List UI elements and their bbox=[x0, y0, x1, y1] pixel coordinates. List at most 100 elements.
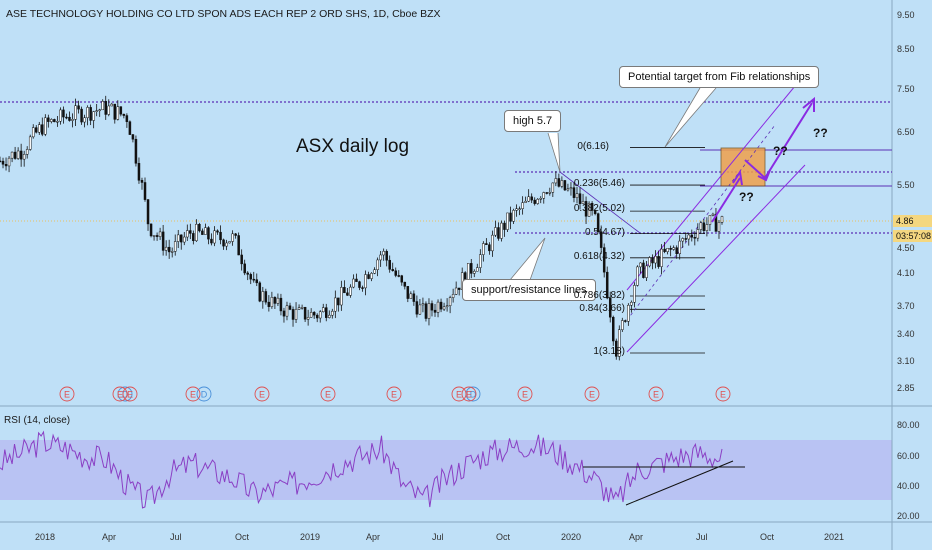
candle-body bbox=[488, 244, 491, 252]
candle-body bbox=[334, 297, 337, 312]
dividend-marker[interactable]: D bbox=[470, 390, 477, 400]
earnings-marker[interactable]: E bbox=[64, 390, 70, 400]
candle-body bbox=[672, 247, 675, 250]
candle-body bbox=[234, 233, 237, 236]
candle-body bbox=[457, 287, 461, 290]
candle-body bbox=[80, 108, 83, 123]
price-tick: 4.10 bbox=[897, 268, 915, 278]
candle-body bbox=[503, 222, 506, 230]
candle-body bbox=[143, 182, 147, 200]
candle-body bbox=[590, 203, 594, 211]
candle-body bbox=[660, 248, 663, 267]
candle-body bbox=[225, 242, 228, 247]
candle-body bbox=[161, 231, 165, 251]
candle-body bbox=[678, 240, 681, 254]
candle-body bbox=[83, 117, 86, 123]
dividend-marker-circle[interactable] bbox=[196, 386, 212, 402]
candle-body bbox=[167, 246, 171, 253]
candle-body bbox=[430, 303, 434, 311]
candle-body bbox=[509, 212, 512, 222]
high-callout[interactable]: high 5.7 bbox=[504, 110, 562, 132]
earnings-marker-circle[interactable] bbox=[584, 386, 600, 402]
earnings-marker-circle[interactable] bbox=[517, 386, 533, 402]
earnings-marker-circle[interactable] bbox=[320, 386, 336, 402]
candle-body bbox=[645, 265, 648, 278]
candle-body bbox=[62, 109, 65, 118]
fib-label-0236: 0.236(5.46) bbox=[573, 178, 625, 189]
earnings-marker[interactable]: E bbox=[325, 390, 331, 400]
candle-body bbox=[669, 247, 672, 250]
time-tick: Oct bbox=[496, 532, 511, 542]
candle-body bbox=[337, 297, 340, 306]
earnings-marker[interactable]: E bbox=[190, 390, 196, 400]
channel-lower bbox=[626, 164, 806, 353]
earnings-marker[interactable]: E bbox=[720, 390, 726, 400]
candle-body bbox=[584, 201, 588, 217]
candle-body bbox=[605, 271, 609, 299]
candle-body bbox=[596, 213, 600, 232]
candle-body bbox=[454, 287, 458, 295]
earnings-marker[interactable]: E bbox=[127, 390, 133, 400]
earnings-marker[interactable]: E bbox=[522, 390, 528, 400]
candle-body bbox=[681, 238, 684, 242]
earnings-marker-circle[interactable] bbox=[461, 386, 477, 402]
candle-body bbox=[189, 230, 192, 234]
candle-body bbox=[195, 223, 198, 242]
earnings-marker-circle[interactable] bbox=[715, 386, 731, 402]
earnings-marker[interactable]: E bbox=[391, 390, 397, 400]
earnings-marker[interactable]: E bbox=[653, 390, 659, 400]
candle-body bbox=[636, 266, 639, 286]
candle-body bbox=[140, 180, 144, 183]
candle-body bbox=[240, 254, 243, 265]
price-tick: 3.70 bbox=[897, 301, 915, 311]
earnings-marker[interactable]: E bbox=[259, 390, 265, 400]
earnings-marker-circle[interactable] bbox=[112, 386, 128, 402]
earnings-marker-circle[interactable] bbox=[254, 386, 270, 402]
time-tick: Apr bbox=[102, 532, 117, 542]
earnings-marker-circle[interactable] bbox=[451, 386, 467, 402]
candle-body bbox=[95, 110, 98, 112]
candle-body bbox=[370, 273, 373, 279]
candle-body bbox=[28, 136, 32, 150]
earnings-marker-circle[interactable] bbox=[386, 386, 402, 402]
candle-body bbox=[563, 180, 567, 191]
candle-body bbox=[657, 255, 660, 267]
candle-body bbox=[494, 227, 497, 236]
earnings-marker-circle[interactable] bbox=[185, 386, 201, 402]
candle-body bbox=[68, 116, 71, 121]
fib-label-0382: 0.382(5.02) bbox=[573, 203, 625, 214]
earnings-marker-circle[interactable] bbox=[648, 386, 664, 402]
earnings-marker[interactable]: E bbox=[466, 390, 472, 400]
candle-body bbox=[35, 127, 38, 133]
dividend-marker-circle[interactable] bbox=[117, 386, 133, 402]
rsi-tick: 20.00 bbox=[897, 511, 920, 521]
candle-body bbox=[442, 306, 446, 310]
candle-body bbox=[0, 160, 2, 163]
candle-body bbox=[406, 286, 410, 299]
candle-body bbox=[639, 262, 642, 268]
earnings-marker-circle[interactable] bbox=[59, 386, 75, 402]
earnings-marker-circle[interactable] bbox=[122, 386, 138, 402]
candle-body bbox=[512, 210, 515, 222]
candle-body bbox=[666, 247, 669, 252]
earnings-marker[interactable]: E bbox=[117, 390, 123, 400]
candle-body bbox=[663, 248, 666, 252]
fib-target-callout[interactable]: Potential target from Fib relationships bbox=[619, 66, 820, 88]
dividend-marker[interactable]: D bbox=[122, 390, 129, 400]
earnings-marker[interactable]: E bbox=[456, 390, 462, 400]
dividend-marker[interactable]: D bbox=[201, 390, 208, 400]
candle-body bbox=[192, 233, 195, 242]
candle-body bbox=[433, 309, 437, 313]
candle-body bbox=[173, 241, 177, 252]
candle-body bbox=[527, 196, 530, 202]
candle-body bbox=[158, 231, 162, 237]
candle-body bbox=[651, 257, 654, 264]
candle-body bbox=[47, 117, 50, 122]
candle-body bbox=[315, 314, 319, 319]
earnings-marker[interactable]: E bbox=[589, 390, 595, 400]
candle-body bbox=[702, 222, 706, 231]
candle-body bbox=[119, 106, 123, 115]
support-callout[interactable]: support/resistance lines bbox=[462, 279, 596, 301]
candle-body bbox=[400, 275, 404, 283]
